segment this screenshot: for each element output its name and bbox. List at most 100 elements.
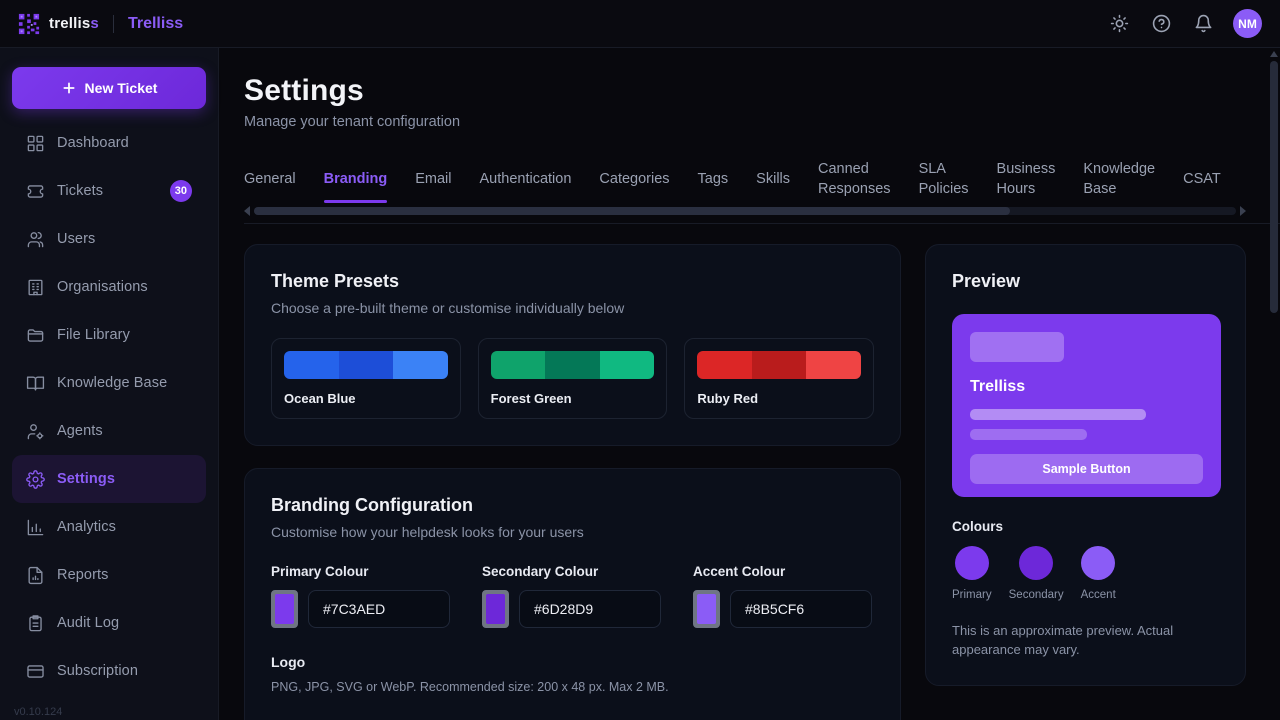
sidebar-item-label: Users <box>57 231 96 247</box>
preview-card: Preview Trelliss Sample Button Colours P… <box>925 244 1246 686</box>
chart-icon <box>27 519 44 535</box>
settings-tabs-zone: General Branding Email Authentication Catego… <box>244 152 1246 216</box>
preset-ruby-red[interactable]: Ruby Red <box>684 338 875 419</box>
sidebar-item-label: Subscription <box>57 663 138 679</box>
sidebar-item-reports[interactable]: Reports <box>12 551 206 599</box>
tenant-name: Trelliss <box>127 14 184 32</box>
field-primary-colour: Primary Colour <box>271 564 457 628</box>
plus-icon <box>63 82 75 94</box>
sidebar-item-file-library[interactable]: File Library <box>12 311 206 359</box>
colour-picker-swatch[interactable] <box>271 590 298 628</box>
colour-picker-swatch[interactable] <box>482 590 509 628</box>
tabs-divider <box>244 223 1280 224</box>
dashboard-icon <box>27 135 44 151</box>
gear-icon <box>26 469 45 489</box>
sidebar-item-organisations[interactable]: Organisations <box>12 263 206 311</box>
sidebar-item-analytics[interactable]: Analytics <box>12 503 206 551</box>
field-secondary-colour: Secondary Colour <box>482 564 668 628</box>
brand-wordmark: trelliss <box>49 15 99 32</box>
preset-colour-bar <box>284 351 448 379</box>
colour-hex-input[interactable] <box>308 590 450 628</box>
tickets-count-badge: 30 <box>169 180 192 202</box>
sidebar-item-label: Dashboard <box>57 135 129 151</box>
scroll-up-arrow-icon[interactable] <box>1269 51 1278 57</box>
main-content: Settings Manage your tenant configuratio… <box>219 48 1280 720</box>
colours-label: Colours <box>952 519 1004 534</box>
tab-csat[interactable]: CSAT <box>1183 152 1221 206</box>
tab-knowledge-base[interactable]: Knowledge Base <box>1083 152 1155 206</box>
topbar-divider <box>112 14 114 33</box>
colour-fields: Primary Colour Secondary Colour Accent Col… <box>271 564 874 628</box>
preview-disclaimer: This is an approximate preview. Actual a… <box>952 623 1174 657</box>
sample-button[interactable]: Sample Button <box>970 454 1203 484</box>
tab-business-hours[interactable]: Business Hours <box>997 152 1056 206</box>
card-icon <box>27 664 44 678</box>
preset-colour-segment <box>338 351 394 379</box>
window-scrollbar[interactable] <box>1269 48 1278 720</box>
sidebar-item-subscription[interactable]: Subscription <box>12 647 206 695</box>
tab-authentication[interactable]: Authentication <box>480 152 572 206</box>
tab-skills[interactable]: Skills <box>756 152 790 206</box>
new-ticket-button[interactable]: New Ticket <box>12 67 206 109</box>
preset-colour-segment <box>599 351 655 379</box>
preset-name: Forest Green <box>490 391 572 406</box>
swatch-label: Accent <box>1080 589 1116 601</box>
sidebar-item-label: Agents <box>57 423 103 439</box>
tab-email[interactable]: Email <box>415 152 451 206</box>
tab-general[interactable]: General <box>244 152 296 206</box>
sidebar-item-label: Settings <box>57 471 115 487</box>
preset-colour-segment <box>545 351 600 379</box>
help-button[interactable] <box>1145 8 1177 40</box>
tab-categories[interactable]: Categories <box>599 152 669 206</box>
sidebar-item-knowledge-base[interactable]: Knowledge Base <box>12 359 206 407</box>
sidebar-item-settings[interactable]: Settings <box>12 455 206 503</box>
sidebar-item-dashboard[interactable]: Dashboard <box>12 119 206 167</box>
theme-toggle-button[interactable] <box>1103 8 1135 40</box>
colour-hex-input[interactable] <box>730 590 872 628</box>
sidebar-item-tickets[interactable]: Tickets 30 <box>12 167 206 215</box>
folder-icon <box>27 328 44 342</box>
tab-canned-responses[interactable]: Canned Responses <box>818 152 891 206</box>
tabs-scrollbar[interactable] <box>244 206 1246 216</box>
scroll-left-arrow-icon[interactable] <box>244 206 250 216</box>
field-label: Primary Colour <box>271 564 369 579</box>
sidebar-item-audit-log[interactable]: Audit Log <box>12 599 206 647</box>
preset-colour-segment <box>751 351 807 379</box>
preset-name: Ocean Blue <box>284 391 356 406</box>
tab-sla-policies[interactable]: SLA Policies <box>919 152 969 206</box>
logo-upload-hint: PNG, JPG, SVG or WebP. Recommended size:… <box>271 680 669 694</box>
colour-swatch-row: Primary Secondary Accent <box>952 546 1219 601</box>
sidebar-item-users[interactable]: Users <box>12 215 206 263</box>
notifications-button[interactable] <box>1187 8 1219 40</box>
preset-colour-segment <box>393 351 448 379</box>
preset-ocean-blue[interactable]: Ocean Blue <box>271 338 461 419</box>
app-logo[interactable]: trelliss <box>18 13 99 35</box>
user-avatar[interactable]: NM <box>1233 9 1262 38</box>
agent-icon <box>27 423 44 439</box>
skeleton-line-1 <box>970 409 1146 420</box>
swatch-dot <box>954 546 989 580</box>
topbar: trelliss Trelliss NM <box>0 0 1280 48</box>
sidebar-item-label: Tickets <box>57 183 104 199</box>
sidebar-item-label: Audit Log <box>57 615 120 631</box>
content-columns: Theme Presets Choose a pre-built theme o… <box>219 224 1280 720</box>
field-accent-colour: Accent Colour <box>693 564 879 628</box>
sidebar-item-label: Knowledge Base <box>57 375 168 391</box>
right-column: Preview Trelliss Sample Button Colours P… <box>925 244 1246 720</box>
tabs-scrollbar-thumb[interactable] <box>254 207 1011 215</box>
field-label: Accent Colour <box>693 564 786 579</box>
sidebar-item-label: Reports <box>57 567 109 583</box>
window-scrollbar-thumb[interactable] <box>1269 61 1278 313</box>
sidebar-item-agents[interactable]: Agents <box>12 407 206 455</box>
preset-colour-bar <box>490 351 655 379</box>
tab-branding[interactable]: Branding <box>323 152 387 206</box>
colour-hex-input[interactable] <box>519 590 661 628</box>
ticket-icon <box>27 184 44 198</box>
tab-tags[interactable]: Tags <box>698 152 729 206</box>
skeleton-line-2 <box>970 429 1087 440</box>
colour-picker-swatch[interactable] <box>693 590 720 628</box>
tabs-scrollbar-track[interactable] <box>254 207 1236 215</box>
swatch-label: Primary <box>952 589 992 601</box>
scroll-right-arrow-icon[interactable] <box>1240 206 1246 216</box>
preset-forest-green[interactable]: Forest Green <box>477 338 668 419</box>
